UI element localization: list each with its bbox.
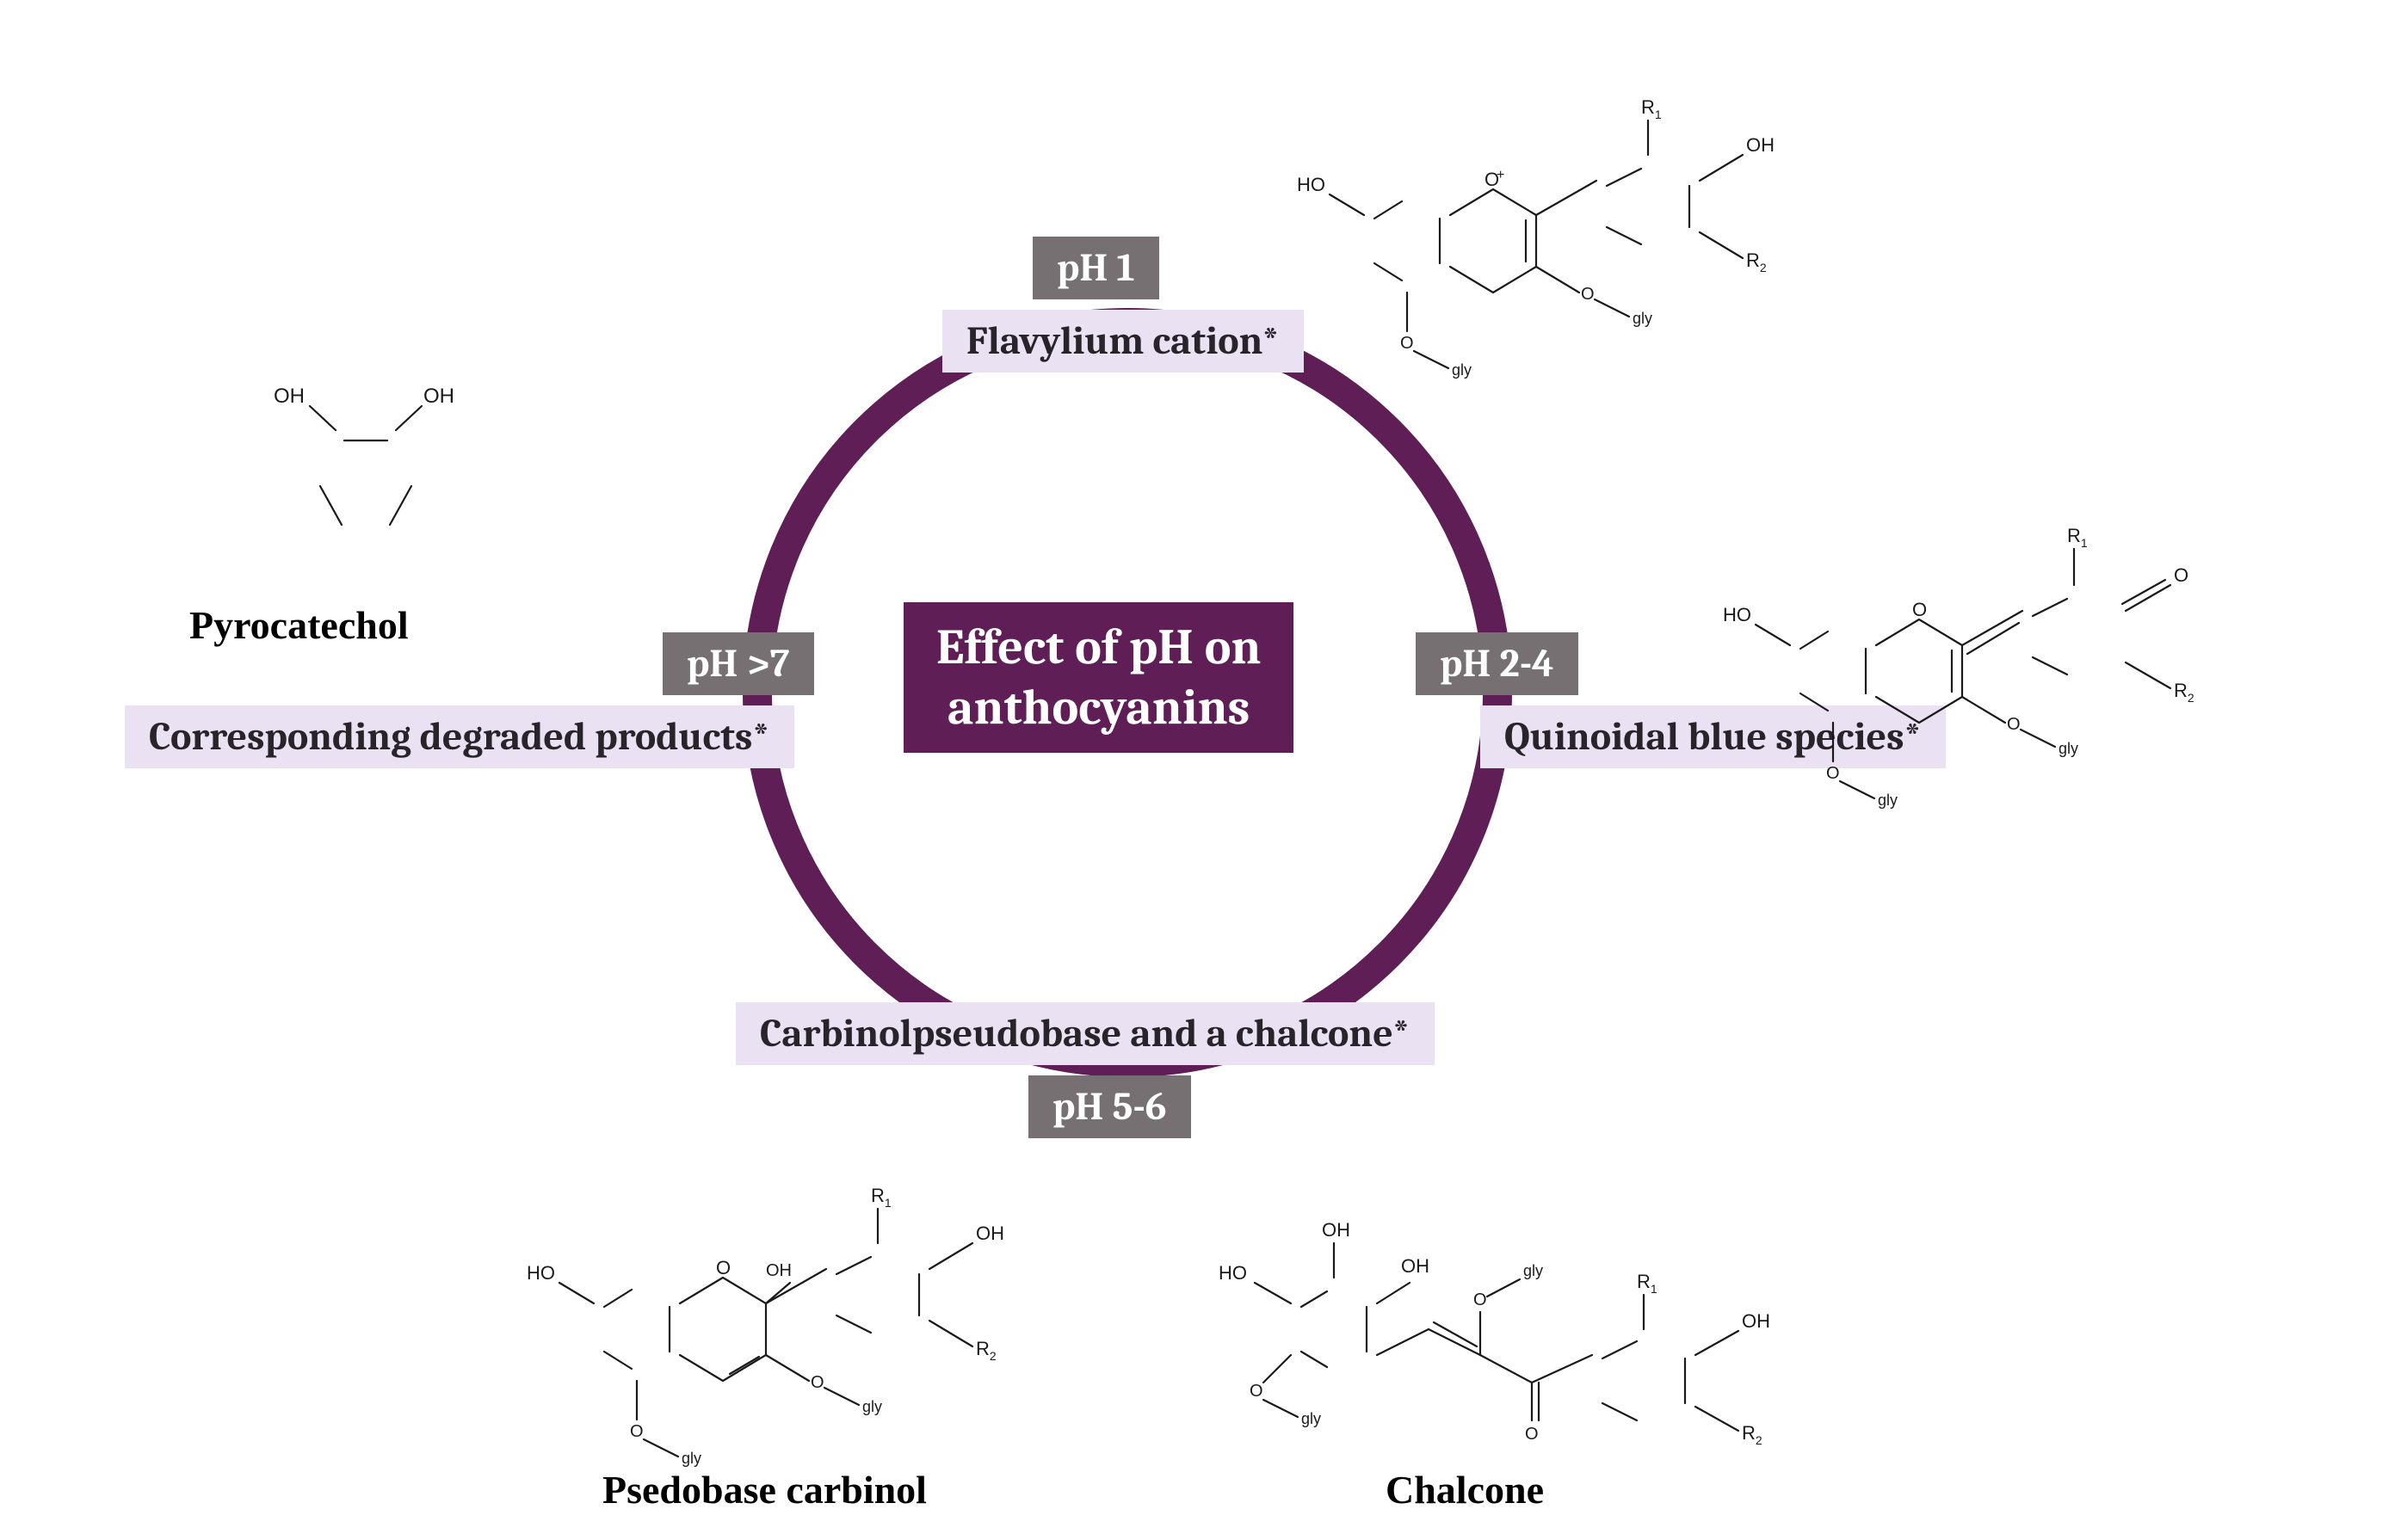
- svg-text:gly: gly: [1523, 1262, 1543, 1279]
- structure-chalcone: HO OH OH O gly O gly O R1: [1213, 1131, 1867, 1493]
- svg-text:O: O: [811, 1373, 824, 1392]
- svg-text:HO: HO: [1219, 1262, 1247, 1284]
- svg-text:O: O: [1473, 1291, 1487, 1309]
- svg-text:OH: OH: [976, 1223, 1004, 1244]
- species-left: Corresponding degraded products*: [125, 705, 794, 768]
- svg-text:O: O: [630, 1422, 644, 1441]
- svg-text:R1: R1: [871, 1185, 892, 1210]
- center-title-line2: anthocyanins: [948, 679, 1250, 736]
- svg-text:gly: gly: [2059, 740, 2078, 757]
- svg-text:O: O: [1250, 1382, 1263, 1401]
- svg-text:OH: OH: [1742, 1310, 1770, 1332]
- svg-text:R1: R1: [2067, 525, 2088, 550]
- svg-text:R2: R2: [1746, 249, 1767, 274]
- svg-text:HO: HO: [527, 1262, 555, 1284]
- svg-text:R1: R1: [1637, 1271, 1657, 1296]
- svg-text:R2: R2: [976, 1338, 997, 1363]
- svg-text:OH: OH: [274, 385, 305, 408]
- svg-text:OH: OH: [766, 1261, 792, 1280]
- svg-text:OH: OH: [1401, 1255, 1429, 1277]
- structure-pyrocatechol: OH OH: [267, 361, 491, 585]
- svg-text:gly: gly: [682, 1450, 701, 1467]
- svg-text:+: +: [1497, 168, 1504, 182]
- mol-name-pyrocatechol: Pyrocatechol: [189, 602, 409, 648]
- svg-text:O: O: [2174, 564, 2188, 586]
- svg-text:O: O: [1525, 1425, 1539, 1444]
- structure-flavylium: O + R1 OH R2 HO O gly O gly: [1304, 34, 1906, 396]
- svg-text:R1: R1: [1641, 96, 1662, 121]
- structure-quinoidal: O O R1 R2 HO O gly O gly: [1730, 456, 2367, 835]
- svg-text:HO: HO: [1297, 174, 1325, 195]
- ph-tag-right: pH 2-4: [1416, 632, 1578, 695]
- ph-tag-top: pH 1: [1033, 237, 1159, 299]
- svg-text:R2: R2: [1742, 1422, 1762, 1447]
- svg-text:gly: gly: [1633, 310, 1652, 327]
- svg-text:O: O: [1826, 764, 1840, 783]
- ph-tag-left: pH >7: [663, 632, 814, 695]
- diagram-stage: Effect of pH on anthocyanins pH 1 Flavyl…: [0, 0, 2395, 1540]
- center-title-line1: Effect of pH on: [936, 619, 1261, 676]
- svg-text:gly: gly: [1452, 361, 1472, 379]
- svg-text:OH: OH: [1322, 1219, 1350, 1241]
- svg-text:O: O: [1400, 334, 1414, 353]
- species-top: Flavylium cation*: [942, 310, 1304, 373]
- svg-text:R2: R2: [2174, 680, 2194, 705]
- svg-text:O: O: [1581, 285, 1595, 304]
- svg-text:gly: gly: [1301, 1410, 1321, 1427]
- center-title: Effect of pH on anthocyanins: [904, 602, 1293, 753]
- svg-text:O: O: [716, 1257, 731, 1278]
- svg-text:OH: OH: [1746, 134, 1775, 156]
- svg-text:HO: HO: [1723, 604, 1751, 625]
- species-bottom: Carbinolpseudobase and a chalcone*: [736, 1002, 1435, 1065]
- svg-text:OH: OH: [423, 385, 454, 408]
- svg-text:O: O: [1912, 599, 1927, 620]
- structure-carbinol: O OH R1 OH R2 HO O gly O gly: [534, 1123, 1136, 1484]
- svg-text:gly: gly: [862, 1398, 882, 1415]
- svg-text:gly: gly: [1878, 792, 1898, 809]
- svg-text:O: O: [2007, 715, 2021, 734]
